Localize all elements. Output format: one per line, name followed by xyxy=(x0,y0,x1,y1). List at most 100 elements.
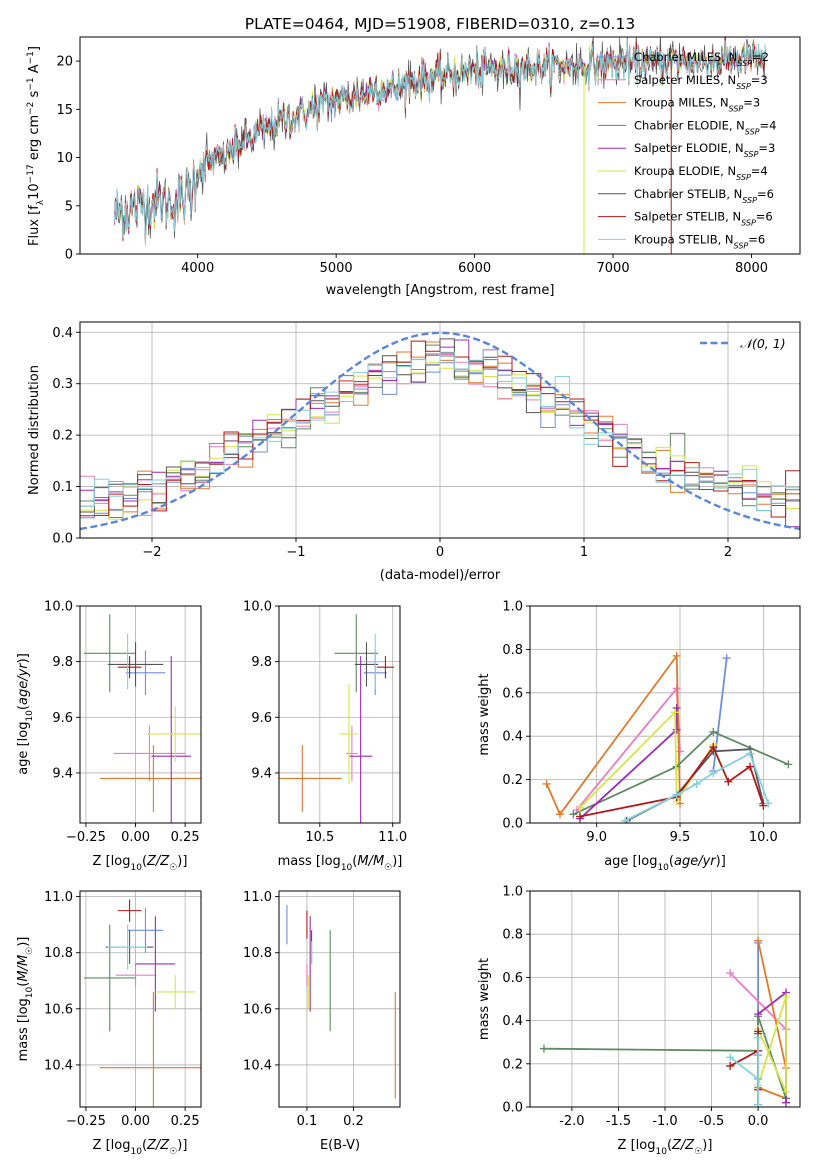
errorbar-salpeter-stelib xyxy=(117,656,142,679)
weight-vs-age-ticks: 9.0 9.5 10.0 0.0 0.2 0.4 0.6 0.8 1.0 xyxy=(502,600,777,846)
x-tick-label: −0.25 xyxy=(66,1114,106,1129)
legend-label: Salpeter ELODIE, NSSP=3 xyxy=(634,141,775,159)
age-vs-Z-axes: −0.25 0.00 0.25 9.4 9.6 9.8 10.0 Z [log10(Z/Z☉)… xyxy=(16,600,202,873)
errorbar-salpeter-miles xyxy=(346,725,358,782)
y-tick-label: 0.0 xyxy=(52,532,73,547)
weight-marker xyxy=(782,1098,791,1107)
errorbar-chabrier-elodie xyxy=(83,924,136,1032)
y-tick-label: 10.4 xyxy=(243,1058,272,1073)
y-tick-label: 0.6 xyxy=(502,686,523,701)
weight-line xyxy=(572,730,789,816)
y-axis-label: Normed distribution xyxy=(27,365,42,495)
weight-series-chabrier-elodie xyxy=(569,727,793,819)
weight-series-kroupa-stelib xyxy=(621,749,773,823)
weight-line xyxy=(712,657,728,772)
weight-line xyxy=(576,686,681,811)
weight-marker xyxy=(754,1074,763,1083)
weight-series-kroupa-miles xyxy=(542,651,684,819)
residuals-axes: −2 −1 0 1 2 0.0 0.1 0.2 0.3 0.4 𝒩(0, 1) (data-model… xyxy=(27,321,801,583)
errorbar-kroupa-stelib xyxy=(366,633,384,690)
weight-marker xyxy=(709,743,718,752)
x-tick-label: 11.0 xyxy=(378,830,407,845)
weight-series-salpeter-stelib xyxy=(576,743,768,821)
x-axis-label: mass [log10(M/M☉)] xyxy=(278,854,403,873)
y-tick-label: 10.0 xyxy=(44,600,73,615)
errorbar-salpeter-elodie xyxy=(151,656,192,823)
mass-vs-ebv-plot-area xyxy=(286,905,396,1099)
weight-line xyxy=(624,752,770,822)
weight-marker xyxy=(621,816,629,823)
legend-label: Kroupa ELODIE, NSSP=4 xyxy=(634,164,768,182)
legend-label: Chabrier STELIB, NSSP=6 xyxy=(634,187,774,205)
y-tick-label: 10.4 xyxy=(44,1058,73,1073)
y-tick-label: 10 xyxy=(56,151,73,166)
x-tick-label: 0.0 xyxy=(748,1114,769,1129)
y-tick-label: 11.0 xyxy=(243,890,272,905)
x-axis-label: Z [log10(Z/Z☉)] xyxy=(618,1138,713,1157)
errorbar-salpeter-stelib xyxy=(376,656,395,679)
y-tick-label: 10.0 xyxy=(243,600,272,615)
age-vs-Z-grid xyxy=(80,605,201,823)
y-axis-label: mass weight xyxy=(477,958,492,1040)
weight-series-chabrier-miles xyxy=(709,654,731,775)
weight-vs-Z-grid xyxy=(530,890,800,1108)
y-tick-label: 15 xyxy=(56,103,73,118)
y-tick-label: 0.8 xyxy=(502,643,523,658)
weight-marker xyxy=(754,1010,763,1019)
weight-marker xyxy=(726,1061,735,1070)
x-tick-label: 6000 xyxy=(458,261,491,276)
legend-label: Kroupa MILES, NSSP=3 xyxy=(634,96,760,114)
y-tick-label: 5 xyxy=(65,199,73,214)
weight-marker xyxy=(709,727,718,736)
y-tick-label: 9.6 xyxy=(251,711,272,726)
weight-marker xyxy=(722,654,731,663)
y-tick-label: 11.0 xyxy=(44,890,73,905)
weight-marker xyxy=(569,810,578,819)
weight-marker xyxy=(709,769,718,778)
y-tick-label: 20 xyxy=(56,55,73,70)
weight-series-salpeter-miles xyxy=(572,684,684,814)
y-tick-label: 10.8 xyxy=(44,946,73,961)
y-tick-label: 0.0 xyxy=(502,817,523,832)
spectrum-legend: Chabrier MILES, NSSP=2 Salpeter MILES, NS… xyxy=(598,50,776,250)
weight-marker xyxy=(671,708,679,717)
weight-vs-Z-plot-area xyxy=(539,936,791,1107)
y-tick-label: 10.8 xyxy=(243,946,272,961)
x-tick-label: 0.25 xyxy=(171,830,200,845)
y-tick-label: 0.4 xyxy=(502,1014,523,1029)
y-tick-label: 1.0 xyxy=(502,885,523,900)
y-tick-label: 9.8 xyxy=(251,655,272,670)
mass-vs-Z-axes: −0.25 0.00 0.25 10.4 10.6 10.8 11.0 Z [log10(Z/… xyxy=(16,890,202,1157)
x-tick-label: 0.00 xyxy=(121,830,150,845)
weight-line xyxy=(579,745,765,818)
y-tick-label: 0.2 xyxy=(52,429,73,444)
weight-marker xyxy=(782,1087,791,1096)
errorbar-salpeter-elodie xyxy=(135,916,176,1012)
errorbar-chabrier-stelib xyxy=(107,642,164,687)
y-tick-label: 0.3 xyxy=(52,377,73,392)
weight-marker xyxy=(672,725,681,734)
weight-marker xyxy=(672,790,681,799)
x-tick-label: −2 xyxy=(142,545,161,560)
weight-vs-Z-ticks: -2.0 -1.5 -1.0 -0.5 0.0 0.0 0.2 0.4 0.6 0.8 1.0 xyxy=(502,885,768,1130)
errorbar-chabrier-elodie xyxy=(334,614,379,693)
y-tick-label: 0.8 xyxy=(502,928,523,943)
mass-vs-ebv-frame xyxy=(278,890,401,1108)
weight-marker xyxy=(746,749,754,758)
x-tick-label: -2.0 xyxy=(559,1114,584,1129)
spectrum-axes: 4000 5000 6000 7000 8000 0 5 10 15 20 Chabrier MIL… xyxy=(26,36,801,298)
x-tick-label: -1.0 xyxy=(652,1114,677,1129)
x-tick-label: 0.1 xyxy=(297,1114,318,1129)
weight-vs-age-frame xyxy=(529,605,801,824)
y-tick-label: 0.2 xyxy=(502,1057,523,1072)
x-axis-label: E(B-V) xyxy=(320,1138,360,1153)
weight-marker xyxy=(676,747,684,756)
errorbar-salpeter-miles xyxy=(115,963,156,987)
x-tick-label: 10.0 xyxy=(749,830,778,845)
weight-vs-Z-frame xyxy=(529,890,801,1108)
y-tick-label: 9.8 xyxy=(52,655,73,670)
errorbar-kroupa-miles xyxy=(279,745,342,812)
weight-marker xyxy=(672,651,681,660)
weight-vs-age-plot-area xyxy=(542,651,793,823)
